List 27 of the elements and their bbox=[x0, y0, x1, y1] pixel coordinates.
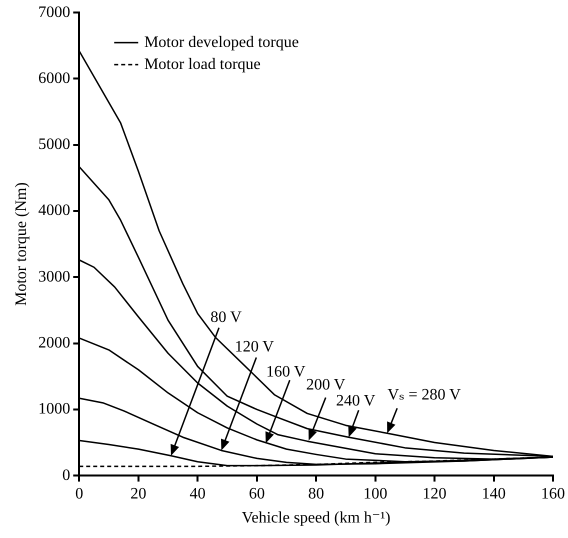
annotation: 120 V bbox=[234, 338, 274, 356]
x-tick-label: 20 bbox=[130, 485, 146, 502]
x-tick-label: 140 bbox=[482, 485, 506, 502]
y-tick-label: 3000 bbox=[38, 268, 70, 286]
annotation: Vₛ = 280 V bbox=[388, 386, 462, 404]
y-tick-label: 2000 bbox=[38, 334, 70, 352]
y-tick-label: 6000 bbox=[38, 70, 70, 87]
legend-label: Motor load torque bbox=[144, 56, 261, 73]
x-tick-label: 60 bbox=[248, 485, 265, 502]
x-tick-label: 80 bbox=[308, 485, 324, 502]
x-tick-label: 160 bbox=[541, 485, 565, 502]
y-tick-label: 0 bbox=[62, 466, 70, 484]
legend-label: Motor developed torque bbox=[144, 34, 299, 51]
annotation: 160 V bbox=[266, 363, 306, 380]
annotation: 200 V bbox=[306, 376, 346, 394]
annotation: 80 V bbox=[210, 308, 242, 326]
x-tick-label: 120 bbox=[422, 485, 447, 502]
x-tick-label: 0 bbox=[75, 485, 84, 502]
x-tick-label: 100 bbox=[363, 485, 388, 502]
y-tick-label: 4000 bbox=[38, 202, 70, 220]
y-axis-title: Motor torque (Nm) bbox=[12, 182, 30, 306]
x-tick-label: 40 bbox=[190, 485, 206, 502]
annotation: 240 V bbox=[336, 392, 376, 410]
y-tick-label: 5000 bbox=[38, 136, 70, 154]
y-tick-label: 1000 bbox=[38, 400, 70, 418]
y-tick-label: 7000 bbox=[38, 4, 70, 21]
x-axis-title: Vehicle speed (km h⁻¹) bbox=[242, 510, 390, 527]
